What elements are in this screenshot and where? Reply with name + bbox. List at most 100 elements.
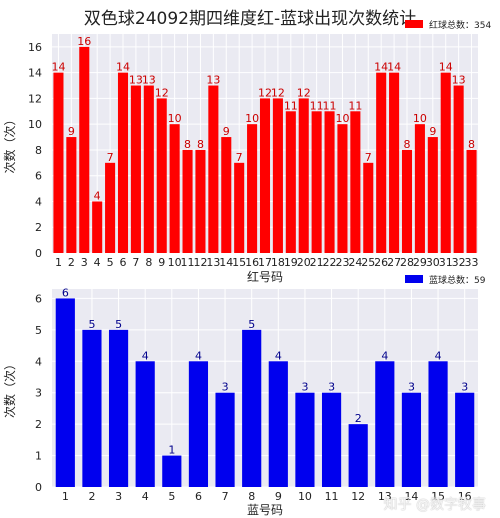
legend-label: 红球总数：354 [429, 19, 491, 31]
bar [108, 329, 129, 487]
legend-swatch [405, 20, 423, 28]
x-tick-label: 16 [458, 490, 472, 503]
x-tick-label: 30 [426, 256, 440, 269]
bar-value-label: 11 [323, 99, 337, 112]
bar-value-label: 14 [51, 61, 65, 74]
bar [82, 329, 102, 487]
bar [221, 137, 232, 253]
bar [208, 85, 219, 253]
x-tick-label: 33 [465, 256, 479, 269]
bar [182, 149, 193, 253]
y-tick-label: 0 [35, 481, 42, 494]
bar-value-label: 5 [248, 318, 255, 331]
bar-value-label: 3 [301, 381, 308, 394]
bar [259, 98, 271, 253]
bar-value-label: 13 [452, 74, 466, 87]
bar-value-label: 8 [468, 138, 475, 151]
bar-value-label: 5 [115, 318, 122, 331]
bar [247, 124, 258, 253]
y-tick-label: 0 [35, 247, 42, 260]
x-tick-label: 10 [298, 490, 312, 503]
x-tick-label: 23 [335, 256, 349, 269]
bar [350, 111, 361, 253]
x-tick-label: 7 [132, 256, 139, 269]
x-tick-label: 28 [400, 256, 414, 269]
y-tick-label: 14 [28, 67, 42, 80]
bar-value-label: 13 [142, 74, 156, 87]
bar [348, 424, 368, 487]
bar [455, 392, 475, 487]
bar-value-label: 14 [387, 61, 401, 74]
bar-value-label: 2 [355, 412, 362, 425]
bar [268, 361, 288, 487]
x-tick-label: 11 [325, 490, 339, 503]
bar [162, 455, 182, 487]
y-tick-label: 2 [35, 418, 42, 431]
x-tick-label: 7 [222, 490, 229, 503]
bar [55, 298, 75, 487]
x-tick-label: 19 [284, 256, 298, 269]
x-tick-label: 10 [168, 256, 182, 269]
x-tick-label: 18 [271, 256, 285, 269]
bar [272, 98, 283, 253]
x-tick-label: 9 [275, 490, 282, 503]
bar [92, 201, 103, 253]
x-tick-label: 15 [232, 256, 246, 269]
bar-value-label: 3 [408, 381, 415, 394]
bar [130, 85, 141, 253]
watermark-text: 知乎 @数字牧事 [383, 497, 486, 513]
x-tick-label: 1 [62, 490, 69, 503]
y-tick-label: 8 [35, 144, 42, 157]
bar-value-label: 12 [258, 86, 272, 99]
bar-value-label: 7 [236, 151, 243, 164]
bar-value-label: 9 [223, 125, 230, 138]
bar [195, 149, 206, 253]
bar [466, 149, 477, 253]
x-tick-label: 5 [168, 490, 175, 503]
bar [285, 111, 296, 253]
bar [324, 111, 335, 253]
x-tick-label: 11 [181, 256, 195, 269]
y-tick-label: 4 [35, 195, 42, 208]
bar-value-label: 4 [381, 349, 388, 362]
bar-value-label: 7 [365, 151, 372, 164]
x-tick-label: 32 [452, 256, 466, 269]
bar-value-label: 3 [328, 381, 335, 394]
x-tick-label: 17 [258, 256, 272, 269]
bar-value-label: 5 [88, 318, 95, 331]
y-tick-label: 10 [28, 118, 42, 131]
x-tick-label: 4 [94, 256, 101, 269]
bar-value-label: 4 [195, 349, 202, 362]
bar-value-label: 1 [168, 444, 175, 457]
x-tick-label: 6 [120, 256, 127, 269]
bar-value-label: 12 [297, 86, 311, 99]
y-tick-label: 5 [35, 324, 42, 337]
y-tick-label: 4 [35, 355, 42, 368]
x-tick-label: 24 [348, 256, 362, 269]
bar [298, 98, 309, 253]
bar-value-label: 14 [116, 61, 130, 74]
bar-value-label: 7 [107, 151, 114, 164]
bar [105, 162, 116, 253]
bar [135, 361, 155, 487]
x-tick-label: 16 [245, 256, 259, 269]
x-tick-label: 26 [374, 256, 388, 269]
bar [117, 72, 129, 253]
x-tick-label: 14 [219, 256, 233, 269]
bar-value-label: 11 [284, 99, 298, 112]
bar [156, 98, 167, 253]
x-tick-label: 15 [431, 490, 445, 503]
y-tick-label: 16 [28, 41, 42, 54]
y-tick-label: 6 [35, 292, 42, 305]
bar [143, 85, 154, 253]
x-tick-label: 9 [158, 256, 165, 269]
bar [453, 85, 464, 253]
x-tick-label: 13 [378, 490, 392, 503]
bar [242, 329, 262, 487]
x-tick-label: 13 [206, 256, 220, 269]
bar-value-label: 4 [275, 349, 282, 362]
x-tick-label: 2 [88, 490, 95, 503]
y-tick-label: 1 [35, 450, 42, 463]
bar-value-label: 14 [374, 61, 388, 74]
